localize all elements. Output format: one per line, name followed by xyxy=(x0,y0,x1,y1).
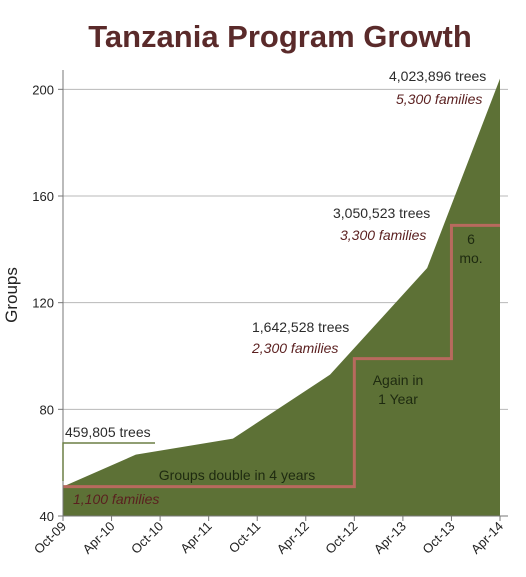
annotation-a2: 1,100 families xyxy=(73,491,159,507)
x-tick-label-Apr-10: Apr-10 xyxy=(79,519,117,557)
x-tick-label-Oct-10: Oct-10 xyxy=(128,519,166,557)
annotation-a12: 4,023,896 trees xyxy=(389,68,486,84)
annotation-a3: Groups double in 4 years xyxy=(159,467,315,483)
annotation-a10: 6 xyxy=(467,231,475,247)
x-tick-label-Apr-11: Apr-11 xyxy=(177,519,215,557)
y-tick-label-160: 160 xyxy=(32,189,54,204)
y-axis-label: Groups xyxy=(2,267,21,323)
x-tick-label-Apr-13: Apr-13 xyxy=(371,519,409,557)
annotation-a4: 1,642,528 trees xyxy=(252,319,349,335)
annotation-a8: 3,050,523 trees xyxy=(333,205,430,221)
x-tick-label-Apr-12: Apr-12 xyxy=(274,519,312,557)
annotation-a9: 3,300 families xyxy=(340,227,426,243)
annotation-a11: mo. xyxy=(459,250,482,266)
annotation-a7: 1 Year xyxy=(378,391,418,407)
annotation-a5: 2,300 families xyxy=(251,340,338,356)
x-tick-label-Oct-11: Oct-11 xyxy=(226,519,264,557)
y-tick-label-40: 40 xyxy=(40,509,54,524)
step-line-path xyxy=(63,223,500,489)
y-tick-label-80: 80 xyxy=(40,402,54,417)
annotation-bracket xyxy=(62,442,155,481)
x-tick-label-Apr-14: Apr-14 xyxy=(468,519,506,557)
step-line xyxy=(63,223,500,489)
area-series xyxy=(63,78,500,517)
annotation-a1: 459,805 trees xyxy=(65,424,151,440)
x-tick-label-Oct-13: Oct-13 xyxy=(419,519,457,557)
area-fill xyxy=(63,78,500,517)
y-tick-label-200: 200 xyxy=(32,82,54,97)
annotation-a6: Again in xyxy=(373,372,424,388)
annotation-a13: 5,300 families xyxy=(396,91,482,107)
x-tick-label-Oct-09: Oct-09 xyxy=(31,519,69,557)
y-tick-label-120: 120 xyxy=(32,296,54,311)
chart-title: Tanzania Program Growth xyxy=(88,19,472,54)
x-tick-label-Oct-12: Oct-12 xyxy=(322,519,360,557)
